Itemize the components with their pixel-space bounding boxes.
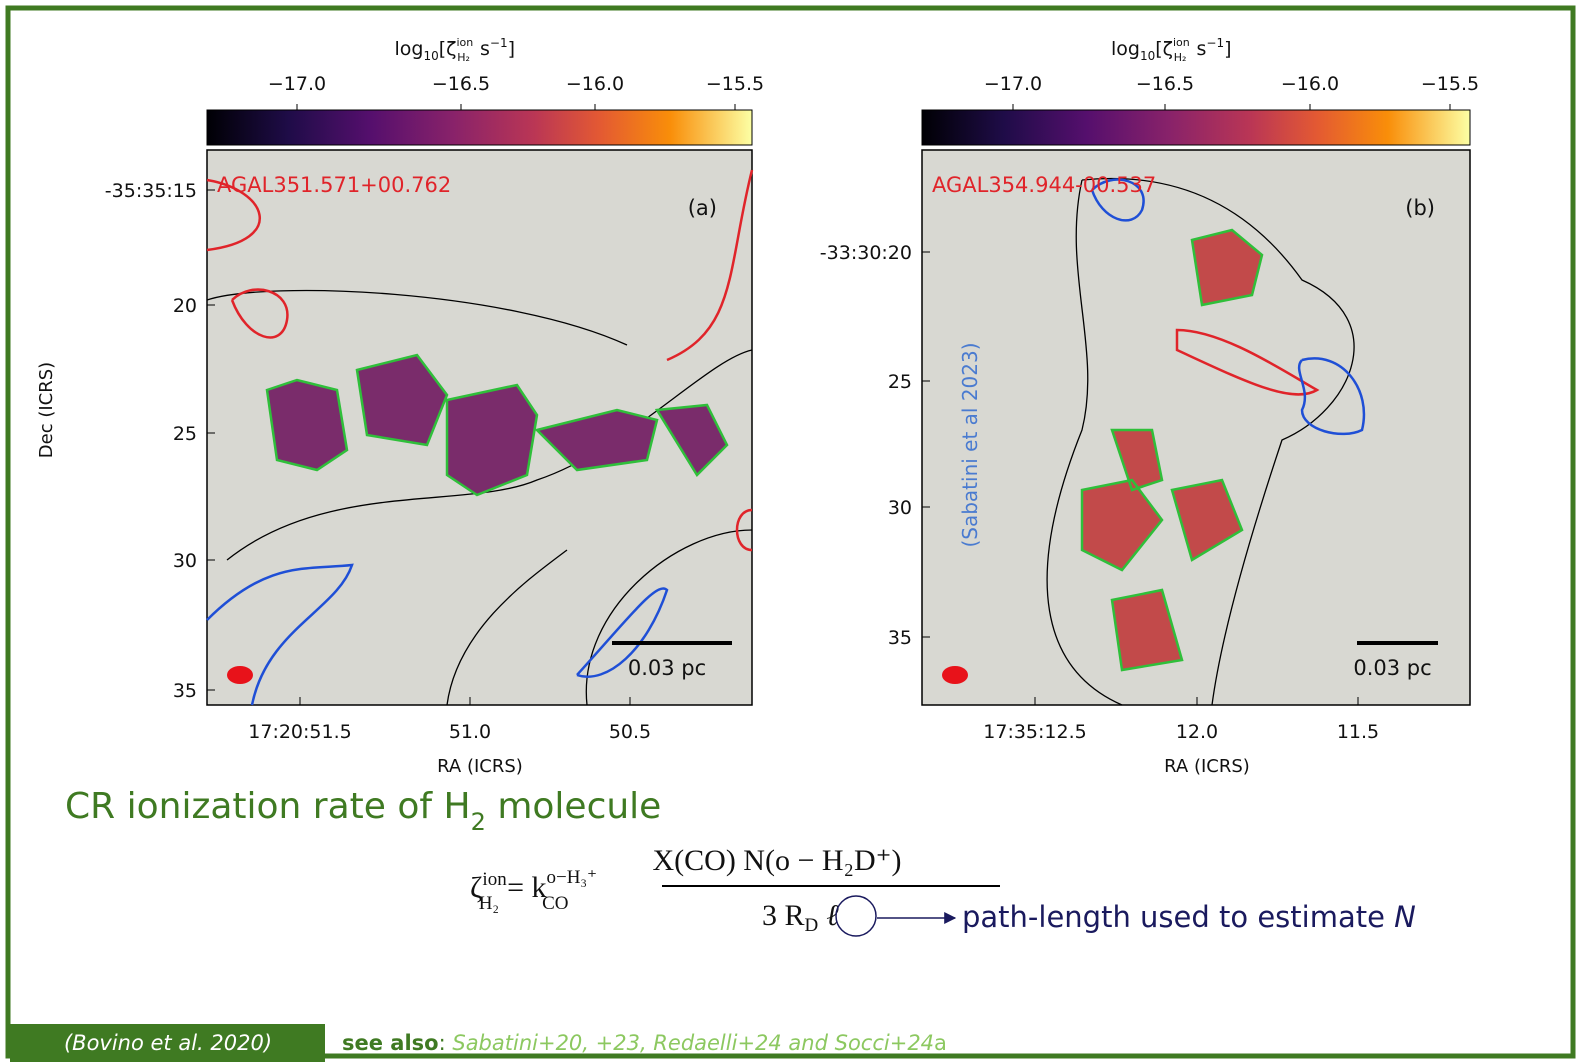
y-tick-label: 30 bbox=[173, 550, 197, 572]
y-tick-label: 25 bbox=[888, 371, 912, 393]
colorbar-label-part: [ζ bbox=[439, 38, 457, 60]
subscript: D bbox=[805, 915, 819, 936]
y-tick-label: -33:30:20 bbox=[820, 242, 912, 264]
colorbar-label-part: [ζ bbox=[1155, 38, 1173, 60]
references: Sabatini+20, +23, Redaelli+24 and Socci+… bbox=[452, 1031, 934, 1055]
x-axis-label: RA (ICRS) bbox=[437, 756, 523, 777]
colorbar-tick-label: −17.0 bbox=[268, 73, 326, 95]
scale-bar-label: 0.03 pc bbox=[1353, 656, 1431, 680]
colorbar-label-part: H₂ bbox=[1174, 51, 1187, 64]
numerator: X(CO) N(o − H₂D⁺) bbox=[652, 844, 901, 877]
y-tick-label: -35:35:15 bbox=[105, 180, 197, 202]
subscript: CO bbox=[542, 893, 568, 914]
colorbar-label-part: s bbox=[474, 38, 490, 60]
highlight-circle bbox=[836, 896, 876, 936]
title-subscript: 2 bbox=[471, 808, 486, 836]
colorbar-label-part: −1 bbox=[490, 36, 508, 50]
map bbox=[922, 150, 1470, 705]
see-also-label: see also bbox=[342, 1031, 439, 1055]
beam bbox=[942, 666, 968, 684]
colorbar-tick-label: −17.0 bbox=[984, 73, 1042, 95]
beam bbox=[227, 666, 253, 684]
references-tail: a bbox=[934, 1031, 947, 1055]
slide-title: CR ionization rate of H2 molecule bbox=[65, 786, 661, 836]
x-tick-label: 17:20:51.5 bbox=[248, 721, 351, 743]
colorbar-label-part: 10 bbox=[1140, 49, 1155, 63]
colorbar-label-part: ion bbox=[1173, 36, 1190, 49]
colorbar-label-part: s bbox=[1190, 38, 1206, 60]
colorbar-tick-label: −16.5 bbox=[1136, 73, 1194, 95]
x-tick-label: 51.0 bbox=[449, 721, 491, 743]
slide: −17.0−16.5−16.0−15.5log10[ζionH₂ s−1]0.0… bbox=[0, 0, 1581, 1064]
subscript: H₂ bbox=[479, 893, 499, 914]
colorbar-label-part: log bbox=[395, 38, 424, 60]
y-tick-label: 30 bbox=[888, 497, 912, 519]
colorbar-tick-label: −16.0 bbox=[1281, 73, 1339, 95]
x-tick-label: 17:35:12.5 bbox=[983, 721, 1086, 743]
colorbar bbox=[922, 110, 1470, 145]
colorbar-label: log10[ζion H₂ s−1] bbox=[395, 36, 516, 64]
panel-label: (a) bbox=[688, 196, 717, 220]
source-name: AGAL351.571+00.762 bbox=[217, 173, 451, 197]
colorbar-label-part: H₂ bbox=[457, 51, 470, 64]
colorbar-label: log10[ζion H₂ s−1] bbox=[1111, 36, 1232, 64]
colorbar bbox=[207, 110, 752, 145]
colorbar-tick-label: −16.5 bbox=[432, 73, 490, 95]
scale-bar-label: 0.03 pc bbox=[628, 656, 706, 680]
superscript: ion bbox=[482, 869, 507, 890]
equals: = k bbox=[507, 871, 546, 904]
colorbar-label-part: log bbox=[1111, 38, 1140, 60]
y-tick-label: 35 bbox=[888, 627, 912, 649]
panel-label: (b) bbox=[1405, 196, 1435, 220]
x-tick-label: 11.5 bbox=[1337, 721, 1379, 743]
source-name: AGAL354.944-00.537 bbox=[932, 173, 1156, 197]
title-text: molecule bbox=[486, 786, 661, 827]
superscript: o−H₃⁺ bbox=[546, 867, 597, 888]
y-axis-label: Dec (ICRS) bbox=[36, 362, 57, 458]
x-axis-label: RA (ICRS) bbox=[1164, 756, 1250, 777]
x-tick-label: 12.0 bbox=[1176, 721, 1218, 743]
colon: : bbox=[439, 1031, 453, 1055]
x-tick-label: 50.5 bbox=[609, 721, 651, 743]
annotation: path-length used to estimate N bbox=[962, 900, 1416, 934]
annotation-text: path-length used to estimate bbox=[962, 900, 1394, 934]
colorbar-label-part: 10 bbox=[423, 49, 438, 63]
path-length: ℓ bbox=[826, 899, 839, 932]
y-tick-label: 20 bbox=[173, 295, 197, 317]
title-text: CR ionization rate of H bbox=[65, 786, 471, 827]
citation: (Bovino et al. 2020) bbox=[64, 1031, 272, 1055]
colorbar-label-part: ] bbox=[1224, 38, 1231, 60]
annotation-variable: N bbox=[1394, 900, 1416, 934]
colorbar-tick-label: −16.0 bbox=[566, 73, 624, 95]
denominator-text: 3 R bbox=[762, 899, 805, 932]
colorbar-label-part: −1 bbox=[1206, 36, 1224, 50]
see-also: see also: Sabatini+20, +23, Redaelli+24 … bbox=[342, 1031, 947, 1055]
credit: (Sabatini et al 2023) bbox=[958, 342, 982, 547]
colorbar-tick-label: −15.5 bbox=[1421, 73, 1479, 95]
colorbar-label-part: ion bbox=[457, 36, 474, 49]
y-tick-label: 35 bbox=[173, 680, 197, 702]
colorbar-tick-label: −15.5 bbox=[706, 73, 764, 95]
y-tick-label: 25 bbox=[173, 423, 197, 445]
colorbar-label-part: ] bbox=[508, 38, 515, 60]
